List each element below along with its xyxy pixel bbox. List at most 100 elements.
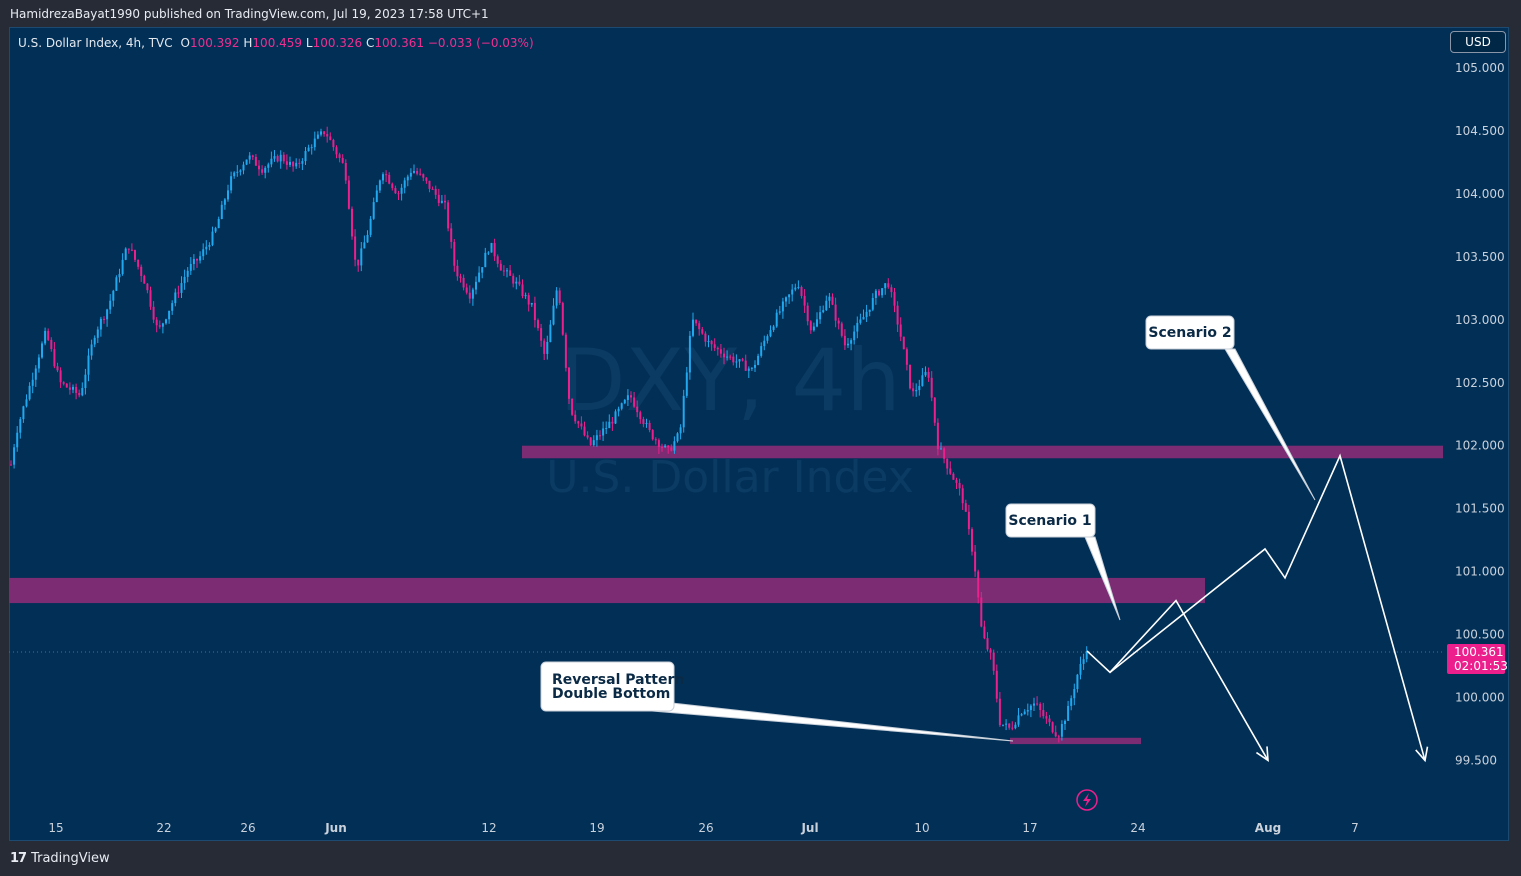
candle-body — [1033, 703, 1035, 706]
candle-body — [242, 164, 245, 171]
candle-body — [676, 433, 679, 442]
time-tick-label: 17 — [1022, 821, 1037, 835]
candle-body — [555, 290, 558, 306]
time-axis[interactable]: 15 22 26 Jun 12 19 26 Jul 10 17 24 Aug 7 — [48, 821, 1358, 835]
candle-body — [1051, 722, 1054, 733]
candle-body — [199, 256, 202, 261]
candle-body — [856, 322, 859, 332]
candle-body — [369, 218, 372, 235]
candle-body — [964, 503, 967, 512]
change-value: −0.033 (−0.03%) — [427, 36, 534, 50]
candle-body — [865, 311, 868, 318]
candle-body — [974, 551, 977, 572]
candle-body — [589, 437, 592, 446]
candle-body — [130, 249, 133, 251]
candle-body — [279, 154, 282, 162]
time-tick-label: 15 — [48, 821, 63, 835]
candle-body — [809, 321, 812, 331]
candle-body — [161, 323, 164, 327]
candle-body — [202, 249, 205, 257]
candle-body — [719, 349, 722, 354]
candle-body — [143, 275, 146, 284]
open-label: O — [180, 36, 190, 50]
candle-body — [366, 234, 369, 243]
candle-body — [323, 131, 326, 135]
candle-body — [444, 200, 446, 203]
candle-body — [264, 167, 267, 173]
scenario-1-callout[interactable]: Scenario 1 — [1005, 503, 1121, 621]
candle-body — [502, 270, 505, 272]
lightning-icon[interactable] — [1076, 789, 1098, 811]
high-label: H — [243, 36, 253, 50]
candle-body — [251, 155, 254, 157]
reversal-pattern-callout[interactable]: Reversal Pattern Double Bottom — [540, 661, 1014, 742]
candle-body — [602, 428, 605, 436]
candle-body — [183, 276, 186, 284]
candle-body — [583, 426, 586, 436]
candle-body — [540, 328, 543, 341]
candle-body — [992, 652, 995, 671]
top-bar: HamidrezaBayat1990 published on TradingV… — [0, 0, 1521, 28]
candle-body — [881, 288, 884, 296]
candle-body — [25, 399, 28, 407]
candle-body — [205, 246, 208, 250]
candle-body — [400, 187, 403, 194]
candle-body — [453, 241, 456, 266]
candle-body — [834, 304, 837, 321]
time-tick-label: 26 — [698, 821, 713, 835]
candle-body — [409, 172, 412, 177]
candle-body — [115, 277, 118, 291]
candle-body — [416, 171, 419, 174]
callouts-layer[interactable]: Scenario 2 Scenario 1 Reversal Pattern D… — [540, 315, 1316, 742]
watermark-ticker: DXY, 4h — [559, 331, 901, 431]
candle-body — [31, 379, 34, 386]
candle-body — [385, 174, 388, 176]
candle-body — [564, 334, 567, 368]
candle-body — [943, 448, 946, 459]
candle-body — [716, 347, 719, 350]
candle-body — [236, 171, 239, 173]
candle-body — [276, 156, 279, 162]
candle-body — [952, 473, 955, 480]
time-tick-label: 26 — [240, 821, 255, 835]
candle-body — [571, 398, 574, 415]
candle-body — [72, 386, 74, 390]
candle-body — [524, 295, 527, 297]
candle-body — [1029, 705, 1032, 711]
candle-body — [329, 136, 332, 140]
candle-body — [971, 529, 973, 552]
candle-body — [955, 479, 958, 483]
symbol-name: U.S. Dollar Index, 4h, TVC — [18, 36, 173, 50]
candle-body — [1073, 689, 1076, 699]
candle-body — [316, 134, 319, 139]
scenario-2-callout[interactable]: Scenario 2 — [1145, 315, 1316, 501]
candle-body — [165, 319, 167, 324]
candle-body — [285, 161, 288, 165]
candle-body — [1070, 698, 1073, 706]
candle-body — [44, 330, 47, 344]
candle-body — [13, 447, 16, 465]
candle-body — [292, 161, 295, 167]
candle-body — [661, 446, 663, 448]
candle-body — [65, 383, 68, 388]
candle-body — [37, 357, 40, 369]
candle-body — [732, 356, 735, 363]
candle-body — [636, 406, 639, 413]
candle-body — [580, 423, 583, 427]
price-axis[interactable]: 105.000 104.500 104.000 103.500 103.000 102.5… — [1455, 61, 1505, 767]
candle-body — [84, 374, 87, 389]
symbol-legend[interactable]: U.S. Dollar Index, 4h, TVC O100.392 H100… — [18, 36, 534, 50]
candle-body — [533, 302, 536, 321]
candle-body — [986, 638, 989, 650]
candle-body — [109, 300, 112, 310]
candle-body — [611, 421, 614, 424]
candle-body — [239, 170, 242, 172]
currency-button[interactable]: USD — [1450, 31, 1506, 53]
candle-body — [313, 138, 316, 148]
time-tick-label: 12 — [481, 821, 496, 835]
candle-body — [93, 337, 96, 345]
candle-body — [772, 326, 775, 331]
tradingview-logo-icon[interactable]: 17 TradingView — [10, 851, 110, 866]
price-tick-label: 104.000 — [1455, 187, 1505, 201]
